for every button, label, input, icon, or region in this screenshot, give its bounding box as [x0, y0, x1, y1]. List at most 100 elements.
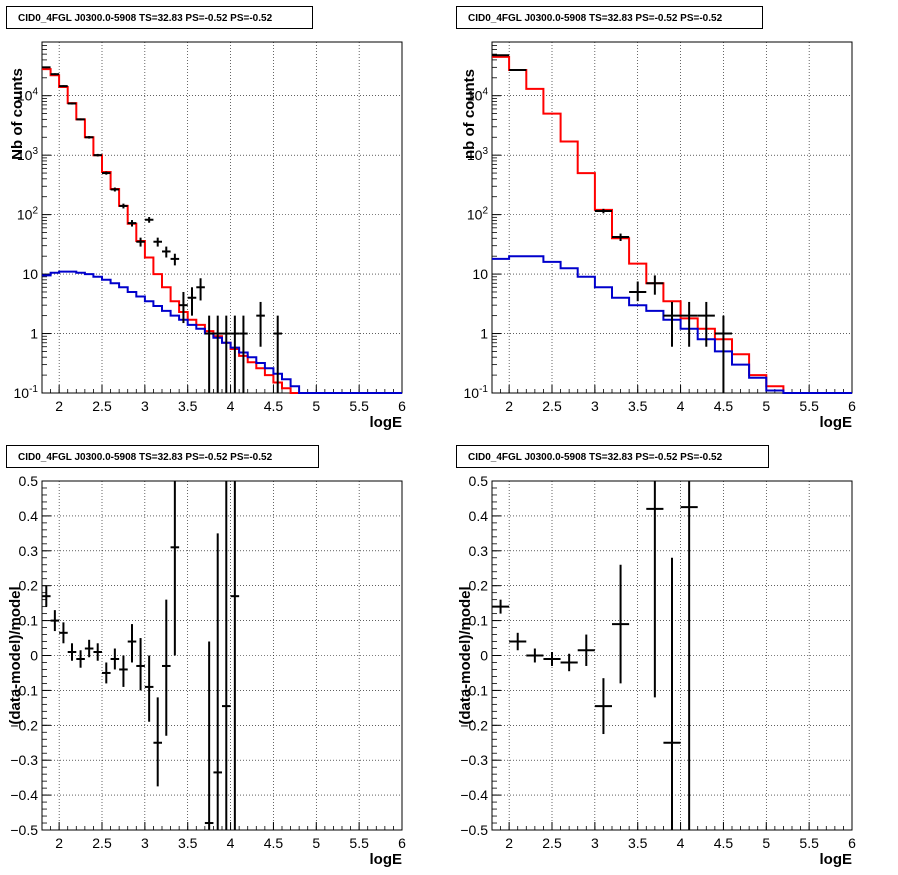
- title-box: [456, 445, 769, 468]
- x-tick-label: 3: [141, 398, 149, 414]
- data-point: [67, 643, 77, 661]
- data-point: [646, 481, 664, 698]
- y-tick-label: 0.3: [469, 543, 489, 559]
- chart-title: CID0_4FGL J0300.0-5908 TS=32.83 PS=-0.52…: [18, 452, 273, 463]
- x-tick-label: 5.5: [349, 835, 369, 851]
- data-point: [230, 481, 240, 830]
- y-axis-label: (data-model)/model: [457, 586, 474, 724]
- x-tick-label: 5: [312, 835, 320, 851]
- x-tick-label: 5: [762, 835, 770, 851]
- y-tick-label: −0.2: [460, 717, 488, 733]
- x-tick-label: 2.5: [542, 835, 562, 851]
- y-axis-label: nb of counts: [461, 69, 478, 159]
- data-point: [594, 678, 612, 735]
- data-point: [239, 315, 248, 393]
- data-point: [84, 135, 94, 139]
- data-point: [187, 287, 197, 316]
- x-tick-label: 3.5: [628, 398, 648, 414]
- data-point: [102, 662, 111, 684]
- data-point: [560, 653, 578, 672]
- data-point: [196, 278, 205, 301]
- y-axis-label: Nb of counts: [9, 68, 26, 160]
- data-point: [59, 85, 68, 88]
- y-tick-label: −0.4: [10, 787, 38, 803]
- y-tick-label: 0.5: [469, 473, 489, 489]
- x-tick-label: 4.5: [714, 835, 734, 851]
- data-point: [213, 315, 222, 393]
- y-tick-label: 10: [22, 266, 38, 282]
- data-point: [663, 301, 681, 347]
- y-tick-label: −0.3: [10, 752, 38, 768]
- data-point: [543, 652, 561, 666]
- data-point: [204, 315, 214, 393]
- x-axis-label: logE: [370, 414, 403, 431]
- data-point: [714, 315, 732, 393]
- histogram-blue: [42, 270, 402, 394]
- y-tick-label: −0.4: [460, 787, 488, 803]
- data-point: [509, 69, 527, 72]
- data-point: [680, 481, 698, 830]
- title-box: [6, 445, 319, 468]
- chart-title: CID0_4FGL J0300.0-5908 TS=32.83 PS=-0.52…: [468, 13, 723, 24]
- y-axis-label: (data-model)/model: [7, 586, 24, 724]
- x-tick-label: 2.5: [92, 835, 112, 851]
- data-point: [170, 481, 180, 656]
- y-tick-label: 0.5: [19, 473, 39, 489]
- data-point: [93, 153, 102, 157]
- x-tick-label: 6: [848, 398, 856, 414]
- data-point: [119, 203, 128, 209]
- x-tick-label: 4.5: [264, 398, 284, 414]
- x-tick-label: 3.5: [628, 835, 648, 851]
- data-point: [93, 643, 102, 661]
- data-point: [119, 655, 128, 687]
- data-point: [526, 648, 544, 663]
- data-point: [102, 171, 111, 175]
- x-tick-label: 4: [677, 398, 685, 414]
- y-tick-label: 0.3: [19, 543, 39, 559]
- data-point: [663, 557, 681, 830]
- chart-title: CID0_4FGL J0300.0-5908 TS=32.83 PS=-0.52…: [468, 452, 723, 463]
- data-point: [127, 220, 137, 227]
- x-tick-label: 5.5: [799, 835, 819, 851]
- x-tick-label: 3: [141, 835, 149, 851]
- data-point: [153, 697, 162, 787]
- y-tick-label: −0.1: [460, 682, 488, 698]
- histogram-red: [42, 68, 402, 394]
- x-tick-label: 5: [762, 398, 770, 414]
- x-tick-label: 2: [55, 398, 63, 414]
- x-tick-label: 2: [505, 835, 513, 851]
- x-tick-label: 3.5: [178, 835, 198, 851]
- y-tick-label: 104: [467, 87, 489, 104]
- y-tick-label: 10-1: [464, 384, 489, 401]
- data-point: [179, 291, 188, 324]
- y-tick-label: 1: [30, 326, 38, 342]
- data-point: [509, 632, 527, 651]
- y-tick-label: −0.5: [10, 822, 38, 838]
- data-point: [84, 639, 94, 658]
- y-tick-label: 0.1: [19, 613, 39, 629]
- y-tick-label: 0: [480, 648, 488, 664]
- data-point: [577, 634, 595, 666]
- x-tick-label: 4: [227, 398, 235, 414]
- x-tick-label: 3: [591, 835, 599, 851]
- data-point: [59, 622, 68, 644]
- x-axis-label: logE: [370, 851, 403, 868]
- y-tick-label: 1: [480, 326, 488, 342]
- x-tick-label: 5.5: [349, 398, 369, 414]
- chart-panel-2: CID0_4FGL J0300.0-5908 TS=32.83 PS=-0.52…: [456, 6, 856, 431]
- data-point: [222, 315, 231, 393]
- y-tick-label: 0.2: [19, 578, 39, 594]
- x-tick-label: 6: [398, 835, 406, 851]
- y-tick-label: 102: [17, 206, 39, 223]
- y-tick-label: 10: [472, 266, 488, 282]
- data-point: [50, 73, 60, 76]
- y-tick-label: 104: [17, 87, 39, 104]
- y-tick-label: 0.2: [469, 578, 489, 594]
- data-point: [42, 66, 51, 69]
- data-point: [646, 275, 664, 295]
- data-point: [110, 187, 120, 192]
- chart-title: CID0_4FGL J0300.0-5908 TS=32.83 PS=-0.52…: [18, 13, 273, 24]
- y-tick-label: 102: [467, 206, 489, 223]
- data-point: [256, 301, 265, 347]
- x-tick-label: 2.5: [92, 398, 112, 414]
